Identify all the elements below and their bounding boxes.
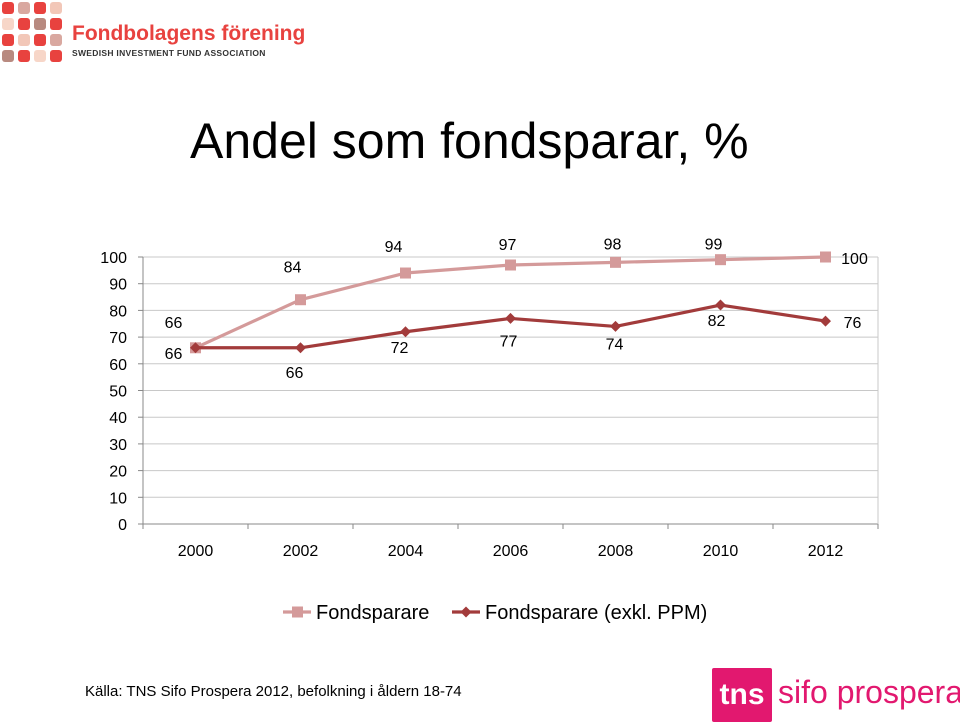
data-label: 84 [284,260,302,277]
y-tick-label: 70 [109,330,127,347]
fondbolagen-logo: Fondbolagens förening SWEDISH INVESTMENT… [0,0,305,64]
y-tick-label: 90 [109,277,127,294]
y-axis-ticks: 0 10 20 30 40 50 60 70 80 90 100 [100,250,143,534]
tns-sifo-prospera-logo: tns sifo prospera [712,664,960,725]
data-label: 72 [391,340,409,357]
data-point [400,326,411,338]
tns-logo-icon: tns [712,668,772,722]
data-label: 100 [841,251,868,268]
data-point [505,259,516,271]
data-point [715,254,726,266]
legend-label: Fondsparare [316,602,429,624]
x-tick-label: 2004 [388,543,424,560]
chart-series: 66 84 94 97 98 99 100 66 66 72 77 74 82 76 [165,236,868,381]
legend-marker [292,606,303,618]
data-label: 99 [705,237,723,254]
source-note: Källa: TNS Sifo Prospera 2012, befolknin… [85,683,462,700]
data-point [190,342,201,354]
legend-marker [460,606,472,618]
x-axis-ticks: 2000 2002 2004 2006 2008 2010 2012 [142,524,879,560]
x-tick-label: 2012 [808,543,844,560]
data-label: 97 [499,237,517,254]
data-label: 76 [844,315,862,332]
page-title: Andel som fondsparar, % [190,113,749,169]
chart-legend: Fondsparare Fondsparare (exkl. PPM) [283,602,707,624]
y-tick-label: 10 [109,490,127,507]
chart-grid [142,256,879,525]
x-tick-label: 2000 [178,543,214,560]
logo-grid-icon [2,2,62,62]
logo-subtitle: SWEDISH INVESTMENT FUND ASSOCIATION [72,48,266,58]
data-point [505,312,516,324]
data-point [295,342,306,354]
x-tick-label: 2002 [283,543,319,560]
data-point [820,251,831,263]
data-label: 94 [385,239,403,256]
legend-label: Fondsparare (exkl. PPM) [485,602,707,624]
x-tick-label: 2008 [598,543,634,560]
y-tick-label: 30 [109,437,127,454]
x-tick-label: 2006 [493,543,529,560]
y-tick-label: 60 [109,357,127,374]
data-point [820,315,831,327]
data-point [610,256,621,268]
data-point [295,294,306,306]
data-label: 66 [286,365,304,382]
y-tick-label: 100 [100,250,127,267]
data-label: 66 [165,315,183,332]
brand-name: sifo prospera [778,674,960,710]
y-tick-label: 20 [109,464,127,481]
y-tick-label: 80 [109,303,127,320]
data-label: 66 [165,346,183,363]
data-point [400,267,411,279]
y-tick-label: 50 [109,384,127,401]
x-tick-label: 2010 [703,543,739,560]
data-label: 82 [708,313,726,330]
data-point [715,299,726,311]
y-tick-label: 0 [118,517,127,534]
data-label: 74 [606,336,624,353]
logo-name: Fondbolagens förening [72,22,306,45]
y-tick-label: 40 [109,410,127,427]
data-point [610,320,621,332]
data-label: 98 [604,236,622,253]
data-label: 77 [500,333,518,350]
